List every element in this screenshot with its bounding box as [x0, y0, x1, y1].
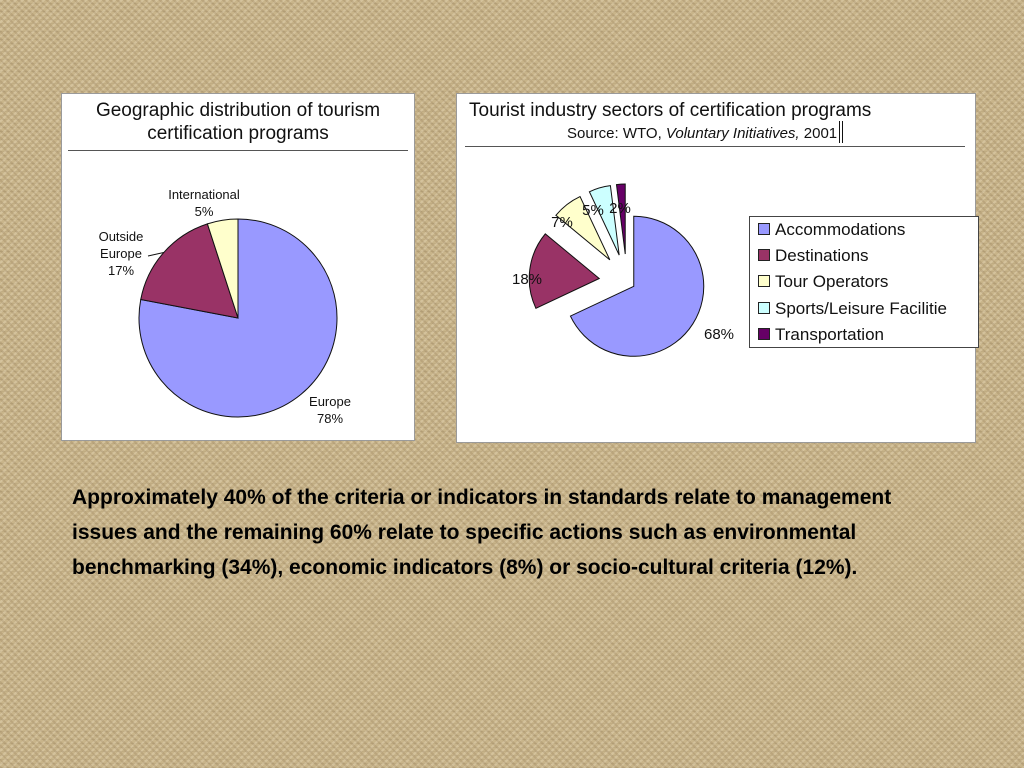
legend-label: Destinations: [775, 246, 869, 266]
geographic-chart-panel: Geographic distribution of tourism certi…: [61, 93, 415, 441]
sectors-chart-panel: Tourist industry sectors of certificatio…: [456, 93, 979, 443]
body-paragraph: Approximately 40% of the criteria or ind…: [72, 486, 892, 579]
legend-label: Sports/Leisure Facilitie: [775, 298, 947, 318]
svg-text:Europe: Europe: [100, 246, 142, 261]
geographic-pie-chart: Europe 78% Outside Europe 17% International 5%: [99, 187, 351, 426]
text-cursor-mark: [839, 121, 844, 143]
sectors-chart-title: Tourist industry sectors of certificatio…: [469, 100, 872, 121]
svg-text:17%: 17%: [108, 263, 134, 278]
pie-slice-destinations: [528, 233, 601, 309]
legend-swatch: [758, 301, 770, 314]
pie-label-outside-europe: Outside Europe 17%: [99, 229, 144, 278]
svg-text:Outside: Outside: [99, 229, 144, 244]
svg-text:International: International: [168, 187, 240, 202]
subtitle-prefix: Source: WTO,: [567, 125, 666, 142]
sectors-pie-chart: 68% 18% 7% 5% 2%: [512, 183, 734, 357]
legend-swatch: [758, 327, 770, 340]
pie-value-label-sports-leisure-facilitie: 5%: [582, 202, 604, 219]
pie-slice-tour-operators: [555, 195, 611, 261]
pie-value-label-tour-operators: 7%: [551, 214, 573, 231]
legend-label: Transportation: [775, 324, 884, 344]
legend-item-transportation: Transportation: [758, 325, 884, 345]
subtitle-suffix: 2001: [799, 125, 838, 142]
legend-item-accommodations: Accommodations: [758, 220, 905, 240]
pie-slice-international: [206, 218, 239, 319]
geographic-chart-title: Geographic distribution of tourism certi…: [95, 100, 381, 144]
pie-slice-outside-europe: [140, 223, 239, 319]
pie-slice-transportation: [615, 183, 626, 255]
leader-line-outside-europe: [147, 252, 164, 257]
pie-value-label-transportation: 2%: [609, 200, 631, 217]
subtitle-italic: Voluntary Initiatives,: [665, 125, 800, 142]
pie-slice-sports-leisure-facilitie: [588, 185, 620, 256]
legend-label: Accommodations: [775, 220, 906, 239]
sectors-legend: Accommodations Destinations Tour Operators…: [749, 216, 979, 348]
svg-text:78%: 78%: [317, 411, 343, 426]
legend-swatch: [758, 249, 770, 262]
pie-slice-accommodations: [569, 215, 705, 357]
pie-value-label-destinations: 18%: [512, 271, 542, 288]
legend-swatch: [758, 223, 770, 235]
sectors-title-rule: [465, 146, 965, 147]
pie-value-label-accommodations: 68%: [704, 326, 734, 343]
svg-text:5%: 5%: [195, 204, 214, 219]
legend-label: Tour Operators: [775, 272, 889, 292]
pie-label-europe: Europe 78%: [309, 394, 351, 426]
pie-label-international: International 5%: [168, 187, 240, 219]
legend-item-sports-leisure-facilitie: Sports/Leisure Facilitie: [758, 299, 947, 319]
sectors-chart-subtitle: Source: WTO, Voluntary Initiatives, 2001: [567, 121, 844, 143]
legend-swatch: [758, 275, 770, 288]
svg-text:Europe: Europe: [309, 394, 351, 409]
geographic-title-rule: [68, 150, 408, 151]
legend-item-tour-operators: Tour Operators: [758, 272, 888, 292]
legend-item-destinations: Destinations: [758, 246, 869, 266]
